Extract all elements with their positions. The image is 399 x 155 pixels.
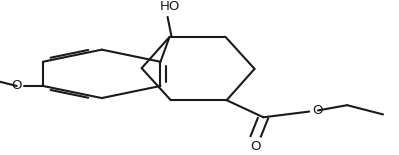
Text: O: O — [250, 140, 261, 153]
Text: O: O — [11, 80, 22, 92]
Text: HO: HO — [159, 0, 180, 13]
Text: O: O — [312, 104, 323, 117]
